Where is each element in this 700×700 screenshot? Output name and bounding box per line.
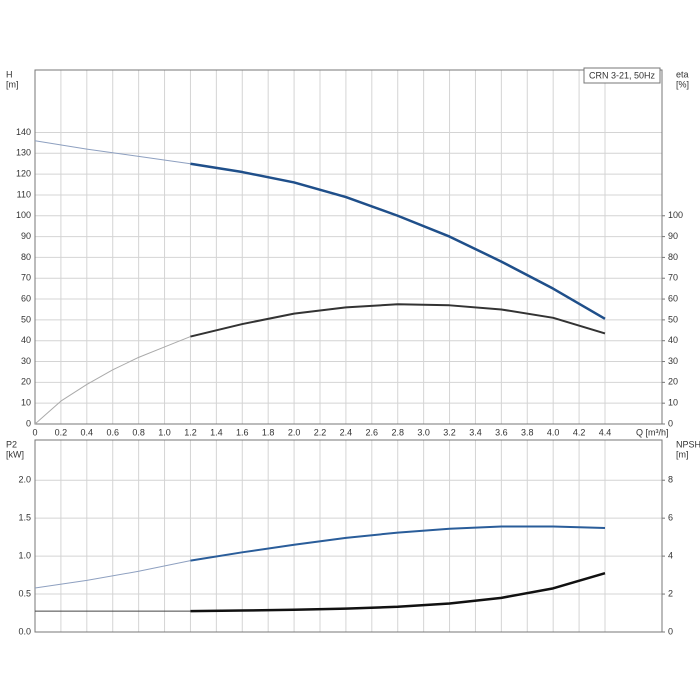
y-tick-label: 10 <box>21 398 31 408</box>
curve <box>190 303 606 338</box>
x-axis-label: Q [m³/h] <box>636 427 669 437</box>
y2-tick-label: 40 <box>668 335 678 345</box>
x-tick-label: 3.2 <box>443 427 456 437</box>
y2-tick-label: 6 <box>668 513 673 523</box>
curve <box>190 525 606 562</box>
y-tick-label: 0.0 <box>18 626 31 636</box>
y-tick-label: 100 <box>16 210 31 220</box>
y2-axis-label: [m] <box>676 449 689 459</box>
y-tick-label: 110 <box>17 189 31 199</box>
y-tick-label: 140 <box>16 127 31 137</box>
y-tick-label: 90 <box>21 231 31 241</box>
curve <box>34 140 191 165</box>
y-axis-label: P2 <box>6 439 17 449</box>
y2-tick-label: 90 <box>668 231 678 241</box>
y2-tick-label: 8 <box>668 475 673 485</box>
x-tick-label: 4.4 <box>599 427 612 437</box>
y-tick-label: 120 <box>16 168 31 178</box>
x-tick-label: 2.8 <box>391 427 404 437</box>
y2-tick-label: 0 <box>668 418 673 428</box>
y2-tick-label: 0 <box>668 626 673 636</box>
x-tick-label: 1.4 <box>210 427 223 437</box>
x-tick-label: 3.4 <box>469 427 482 437</box>
y-axis-label: H <box>6 69 13 79</box>
x-tick-label: 0.6 <box>106 427 119 437</box>
y-tick-label: 0 <box>26 418 31 428</box>
y-tick-label: 0.5 <box>18 588 31 598</box>
x-tick-label: 3.0 <box>417 427 430 437</box>
y-tick-label: 30 <box>21 356 31 366</box>
x-tick-label: 4.2 <box>573 427 586 437</box>
annotation: CRN 3-21, 50Hz <box>589 70 656 80</box>
x-tick-label: 2.4 <box>340 427 353 437</box>
y-axis-label: [m] <box>6 79 19 89</box>
y2-tick-label: 2 <box>668 588 673 598</box>
y2-tick-label: 50 <box>668 314 678 324</box>
y2-tick-label: 20 <box>668 377 678 387</box>
y-tick-label: 50 <box>21 314 31 324</box>
y-tick-label: 130 <box>16 148 31 158</box>
plot-frame <box>34 69 663 425</box>
x-tick-label: 3.6 <box>495 427 508 437</box>
y-tick-label: 40 <box>21 335 31 345</box>
y-tick-label: 1.5 <box>18 513 31 523</box>
y-tick-label: 2.0 <box>18 475 31 485</box>
y-axis-label: [kW] <box>6 449 24 459</box>
x-tick-label: 0.2 <box>55 427 68 437</box>
y2-axis-label: [%] <box>676 79 689 89</box>
y2-tick-label: 80 <box>668 252 678 262</box>
curve <box>34 560 191 589</box>
y-tick-label: 20 <box>21 377 31 387</box>
annotation-box <box>583 67 661 84</box>
y-tick-label: 70 <box>21 273 31 283</box>
y-tick-label: 80 <box>21 252 31 262</box>
x-tick-label: 1.8 <box>262 427 275 437</box>
x-tick-label: 4.0 <box>547 427 560 437</box>
y2-axis-label: eta <box>676 69 689 79</box>
curve <box>190 162 606 320</box>
y2-tick-label: 70 <box>668 273 678 283</box>
x-tick-label: 1.2 <box>184 427 197 437</box>
x-tick-label: 0 <box>32 427 37 437</box>
x-tick-label: 3.8 <box>521 427 534 437</box>
x-tick-label: 2.2 <box>314 427 327 437</box>
plot-area <box>35 70 662 424</box>
plot-frame <box>34 439 663 633</box>
y2-tick-label: 4 <box>668 550 673 560</box>
x-tick-label: 1.6 <box>236 427 249 437</box>
y2-tick-label: 10 <box>668 398 678 408</box>
x-tick-label: 1.0 <box>158 427 171 437</box>
y2-axis-label: NPSH <box>676 439 700 449</box>
curve <box>190 571 606 613</box>
y-tick-label: 60 <box>21 293 31 303</box>
x-tick-label: 2.0 <box>288 427 301 437</box>
curve <box>34 336 191 425</box>
y2-tick-label: 100 <box>668 210 683 220</box>
y2-tick-label: 60 <box>668 293 678 303</box>
y2-tick-label: 30 <box>668 356 678 366</box>
y-tick-label: 1.0 <box>18 550 31 560</box>
x-tick-label: 2.6 <box>366 427 379 437</box>
plot-area <box>35 440 662 632</box>
x-tick-label: 0.8 <box>132 427 145 437</box>
x-tick-label: 0.4 <box>81 427 94 437</box>
